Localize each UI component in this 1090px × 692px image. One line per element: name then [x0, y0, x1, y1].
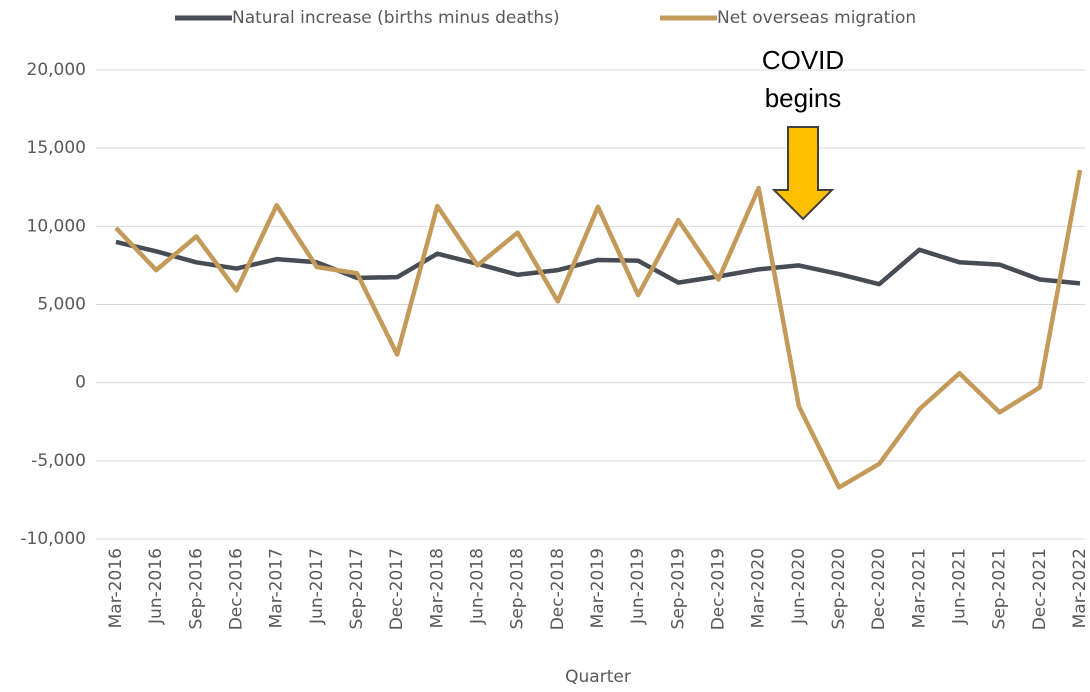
y-tick-label: 20,000 — [27, 60, 86, 80]
x-tick-label: Sep-2019 — [668, 548, 688, 629]
x-tick-label: Sep-2018 — [508, 548, 528, 629]
series-line — [115, 239, 1081, 287]
x-tick-label: Dec-2017 — [387, 548, 407, 630]
x-tick-label: Sep-2020 — [829, 548, 849, 629]
x-tick-label: Jun-2016 — [146, 548, 166, 625]
x-tick-label: Sep-2016 — [186, 548, 206, 629]
x-tick-label: Jun-2020 — [789, 548, 809, 625]
x-tick-label: Mar-2022 — [1070, 548, 1090, 628]
y-tick-label: 10,000 — [27, 216, 86, 236]
y-tick-label: -10,000 — [20, 529, 86, 549]
x-tick-label: Mar-2021 — [909, 548, 929, 628]
x-tick-label: Dec-2019 — [709, 548, 729, 630]
x-tick-label: Mar-2018 — [427, 548, 447, 628]
y-tick-label: 15,000 — [27, 138, 86, 158]
x-tick-label: Mar-2016 — [106, 548, 126, 628]
y-tick-label: 5,000 — [37, 295, 86, 315]
legend-label: Natural increase (births minus deaths) — [232, 8, 560, 28]
annotation: begins — [765, 83, 842, 113]
x-tick-label: Dec-2021 — [1030, 548, 1050, 630]
x-tick-label: Jun-2021 — [950, 548, 970, 625]
x-tick-label: Jun-2019 — [628, 548, 648, 625]
x-tick-label: Jun-2017 — [307, 548, 327, 625]
x-tick-label: Jun-2018 — [468, 548, 488, 625]
x-axis-title: Quarter — [565, 667, 631, 687]
legend-label: Net overseas migration — [717, 8, 916, 28]
x-tick-label: Mar-2019 — [588, 548, 608, 628]
y-tick-label: -5,000 — [31, 451, 86, 471]
y-tick-label: 0 — [75, 373, 86, 393]
x-tick-label: Dec-2018 — [548, 548, 568, 630]
annotation-arrow — [771, 126, 835, 221]
x-tick-label: Dec-2016 — [227, 548, 247, 630]
x-tick-label: Mar-2020 — [749, 548, 769, 628]
series-line — [114, 169, 1083, 490]
x-tick-label: Mar-2017 — [267, 548, 287, 628]
x-tick-label: Sep-2017 — [347, 548, 367, 629]
x-tick-label: Dec-2020 — [869, 548, 889, 630]
x-tick-label: Sep-2021 — [990, 548, 1010, 629]
